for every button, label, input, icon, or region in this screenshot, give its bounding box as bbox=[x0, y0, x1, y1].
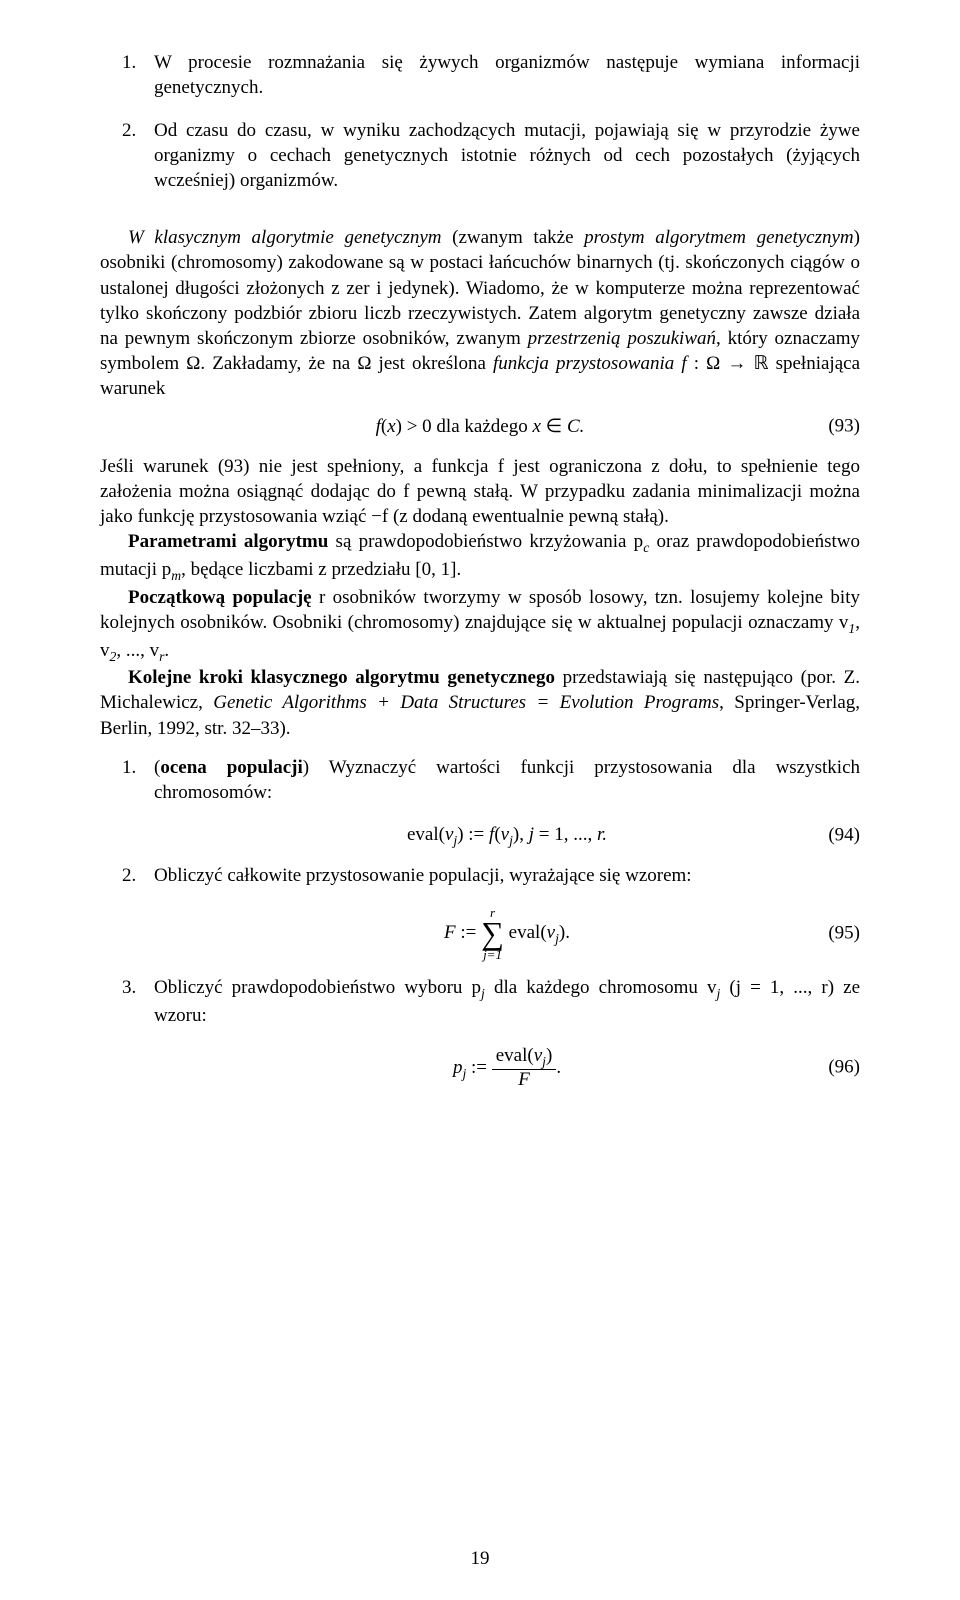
text: ocena populacji bbox=[160, 757, 302, 778]
text: (zwanym także bbox=[442, 227, 585, 248]
equation-93: f(x) > 0 dla każdego x ∈ C. (93) bbox=[100, 415, 860, 440]
text: funkcja przystosowania f bbox=[493, 353, 694, 374]
text: ) := bbox=[457, 824, 489, 845]
text: eval( bbox=[496, 1045, 534, 1066]
text: := bbox=[466, 1057, 492, 1078]
var: x bbox=[532, 416, 540, 437]
eq-body: eval(vj) := f(vj), j = 1, ..., r. bbox=[407, 824, 607, 845]
list-number: 2. bbox=[122, 118, 136, 143]
equation-number: (95) bbox=[828, 921, 860, 946]
equation-number: (96) bbox=[828, 1056, 860, 1081]
steps-list: 1. (ocena populacji) Wyznaczyć wartości … bbox=[100, 755, 860, 1091]
page: 1. W procesie rozmnażania się żywych org… bbox=[0, 0, 960, 1600]
text: , będące liczbami z przedziału [0, 1]. bbox=[181, 559, 461, 580]
text: . bbox=[164, 640, 169, 661]
equation-number: (94) bbox=[828, 824, 860, 849]
list-number: 2. bbox=[122, 863, 136, 888]
equation-96: pj := eval(vj) F . (96) bbox=[154, 1046, 860, 1090]
text: Obliczyć prawdopodobieństwo wyboru p bbox=[154, 977, 481, 998]
eq-body: F := r ∑ j=1 eval(vj). bbox=[444, 922, 570, 943]
list-number: 1. bbox=[122, 755, 136, 780]
list-text: Od czasu do czasu, w wyniku zachodzących… bbox=[154, 120, 860, 191]
text: eval( bbox=[407, 824, 445, 845]
text: Jeśli warunek (93) nie jest spełniony, a… bbox=[100, 456, 860, 527]
text: ) bbox=[546, 1045, 552, 1066]
equation-number: (93) bbox=[828, 415, 860, 440]
text: W klasycznym algorytmie genetycznym bbox=[128, 227, 442, 248]
paragraph-4: Początkową populację r osobników tworzym… bbox=[100, 585, 860, 666]
var: v bbox=[547, 922, 555, 943]
list-number: 3. bbox=[122, 975, 136, 1000]
summation: r ∑ j=1 bbox=[481, 906, 504, 961]
list-number: 1. bbox=[122, 50, 136, 75]
text: ∈ bbox=[541, 416, 567, 437]
step-3: 3. Obliczyć prawdopodobieństwo wyboru pj… bbox=[154, 975, 860, 1028]
paragraph-2: Jeśli warunek (93) nie jest spełniony, a… bbox=[100, 454, 860, 529]
paragraph-5: Kolejne kroki klasycznego algorytmu gene… bbox=[100, 665, 860, 740]
equation-94: eval(vj) := f(vj), j = 1, ..., r. (94) bbox=[154, 823, 860, 850]
eq-body: f(x) > 0 dla każdego x ∈ C. bbox=[376, 416, 585, 437]
var: p bbox=[453, 1057, 463, 1078]
text: są prawdopodobieństwo krzyżowania p bbox=[328, 531, 643, 552]
text: prostym algorytmem genetycznym bbox=[584, 227, 854, 248]
intro-item-2: 2. Od czasu do czasu, w wyniku zachodząc… bbox=[154, 118, 860, 193]
text: , ..., v bbox=[116, 640, 159, 661]
text: ), bbox=[513, 824, 529, 845]
paragraph-1: W klasycznym algorytmie genetycznym (zwa… bbox=[100, 225, 860, 401]
list-text: W procesie rozmnażania się żywych organi… bbox=[154, 52, 860, 98]
text: Kolejne kroki klasycznego algorytmu gene… bbox=[128, 667, 555, 688]
text: Genetic Algorithms + Data Structures = E… bbox=[213, 692, 719, 713]
equation-95: F := r ∑ j=1 eval(vj). (95) bbox=[154, 906, 860, 961]
var: C. bbox=[567, 416, 584, 437]
text: eval( bbox=[504, 922, 547, 943]
sub: m bbox=[171, 568, 181, 583]
paragraph-3: Parametrami algorytmu są prawdopodobieńs… bbox=[100, 529, 860, 585]
var: v bbox=[501, 824, 509, 845]
intro-list: 1. W procesie rozmnażania się żywych org… bbox=[100, 50, 860, 193]
intro-item-1: 1. W procesie rozmnażania się żywych org… bbox=[154, 50, 860, 100]
step-1: 1. (ocena populacji) Wyznaczyć wartości … bbox=[154, 755, 860, 805]
sum-lower: j=1 bbox=[481, 948, 504, 961]
text: = 1, ..., bbox=[534, 824, 597, 845]
step-2: 2. Obliczyć całkowite przystosowanie pop… bbox=[154, 863, 860, 888]
text: := bbox=[456, 922, 482, 943]
var: x bbox=[387, 416, 395, 437]
page-number: 19 bbox=[0, 1548, 960, 1570]
text: dla każdego chromosomu v bbox=[485, 977, 717, 998]
var: F bbox=[444, 922, 456, 943]
text: Parametrami algorytmu bbox=[128, 531, 328, 552]
text: ) > 0 dla każdego bbox=[396, 416, 533, 437]
text: przestrzenią poszukiwań bbox=[528, 328, 716, 349]
sigma-icon: ∑ bbox=[481, 919, 504, 948]
text: . bbox=[556, 1057, 561, 1078]
text: Początkową populację bbox=[128, 587, 312, 608]
text: ). bbox=[559, 922, 570, 943]
fraction-numerator: eval(vj) bbox=[492, 1046, 557, 1069]
var: v bbox=[534, 1045, 542, 1066]
var: r. bbox=[597, 824, 607, 845]
fraction-denominator: F bbox=[492, 1069, 557, 1090]
text: Obliczyć całkowite przystosowanie popula… bbox=[154, 865, 692, 886]
fraction: eval(vj) F bbox=[492, 1046, 557, 1090]
eq-body: pj := eval(vj) F . bbox=[453, 1057, 561, 1078]
